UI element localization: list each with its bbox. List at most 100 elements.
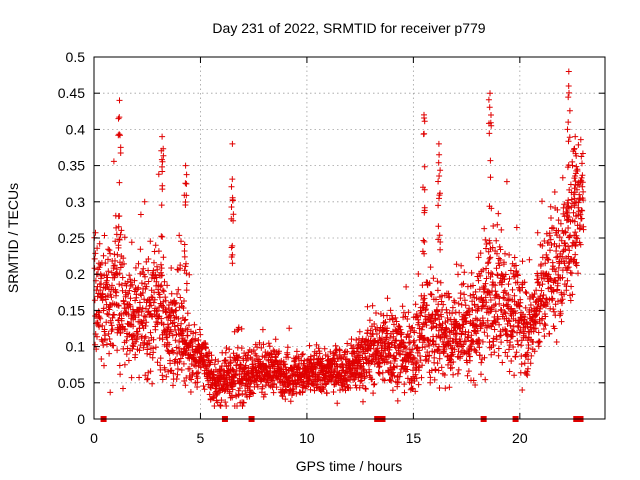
data-point: [565, 119, 572, 126]
data-point: [270, 347, 277, 354]
data-point: [135, 284, 142, 291]
data-point: [128, 239, 135, 246]
data-point: [339, 360, 346, 367]
data-point: [105, 246, 112, 253]
data-point: [142, 323, 149, 329]
data-point: [539, 198, 545, 205]
data-point: [510, 328, 516, 335]
data-point: [161, 278, 168, 285]
data-point: [170, 382, 176, 389]
data-point: [413, 375, 420, 382]
x-axis-label: GPS time / hours: [296, 458, 403, 474]
data-point: [223, 345, 230, 351]
data-point: [527, 321, 534, 328]
data-point: [169, 308, 176, 315]
data-point: [168, 348, 175, 355]
data-point: [540, 292, 547, 299]
data-point: [177, 355, 184, 362]
data-point: [293, 348, 300, 355]
data-point: [141, 335, 148, 342]
data-point: [137, 211, 144, 218]
data-point: [463, 318, 470, 325]
data-point: [313, 341, 320, 348]
data-point: [145, 267, 152, 274]
data-point: [460, 280, 467, 287]
data-point: [404, 316, 411, 322]
data-point: [547, 275, 554, 282]
data-point: [499, 359, 506, 366]
data-point: [493, 237, 500, 244]
data-point: [506, 275, 513, 282]
data-point: [568, 196, 575, 203]
data-point: [394, 397, 401, 404]
data-point: [449, 310, 456, 317]
data-point: [141, 296, 148, 303]
data-point: [514, 279, 521, 286]
data-point: [254, 344, 261, 351]
data-point: [508, 358, 515, 364]
data-point: [427, 379, 434, 386]
data-point: [180, 360, 187, 367]
data-point: [423, 322, 430, 329]
data-point: [236, 353, 243, 360]
data-point: [152, 242, 159, 249]
data-point: [175, 286, 182, 293]
data-point: [177, 262, 184, 269]
data-point: [143, 305, 149, 312]
data-point: [356, 352, 363, 359]
data-point: [156, 335, 163, 342]
data-point: [222, 349, 229, 356]
data-point: [102, 332, 109, 339]
data-point: [117, 144, 124, 151]
data-point: [404, 375, 411, 382]
data-point: [142, 314, 149, 320]
data-point: [102, 260, 109, 267]
data-point: [559, 300, 565, 307]
data-point: [373, 310, 379, 316]
data-point: [134, 328, 141, 335]
data-point: [174, 322, 181, 329]
data-point: [531, 291, 538, 297]
data-point: [435, 367, 442, 374]
data-point: [486, 104, 493, 111]
data-point: [131, 277, 138, 284]
data-point: [486, 255, 493, 262]
data-point: [135, 331, 141, 338]
data-point: [490, 342, 497, 349]
data-point: [398, 329, 405, 336]
data-point: [418, 309, 425, 316]
data-point: [192, 329, 199, 336]
data-point: [366, 317, 373, 324]
data-point: [554, 280, 561, 287]
data-point: [428, 325, 435, 332]
data-point: [312, 365, 319, 372]
data-point: [238, 345, 245, 352]
data-point: [312, 364, 319, 371]
data-point: [116, 362, 123, 369]
data-point: [414, 313, 421, 320]
data-point: [158, 233, 165, 240]
data-point: [416, 347, 423, 354]
data-point: [342, 369, 349, 376]
data-point: [488, 323, 495, 330]
data-point: [200, 383, 207, 389]
data-point: [421, 209, 428, 216]
data-point: [116, 179, 123, 186]
data-point: [92, 229, 99, 236]
data-point: [466, 305, 473, 312]
data-point: [143, 319, 150, 326]
data-point: [542, 260, 549, 267]
data-point: [188, 376, 195, 383]
data-point: [150, 349, 157, 356]
data-point: [487, 90, 493, 97]
data-point: [177, 294, 184, 301]
data-point: [285, 354, 292, 361]
data-point: [537, 305, 544, 312]
data-point: [174, 290, 180, 297]
data-point: [387, 335, 393, 341]
data-point: [472, 382, 479, 388]
data-point: [106, 247, 113, 254]
data-point: [390, 333, 397, 340]
data-point: [140, 344, 147, 351]
data-point: [577, 225, 583, 231]
